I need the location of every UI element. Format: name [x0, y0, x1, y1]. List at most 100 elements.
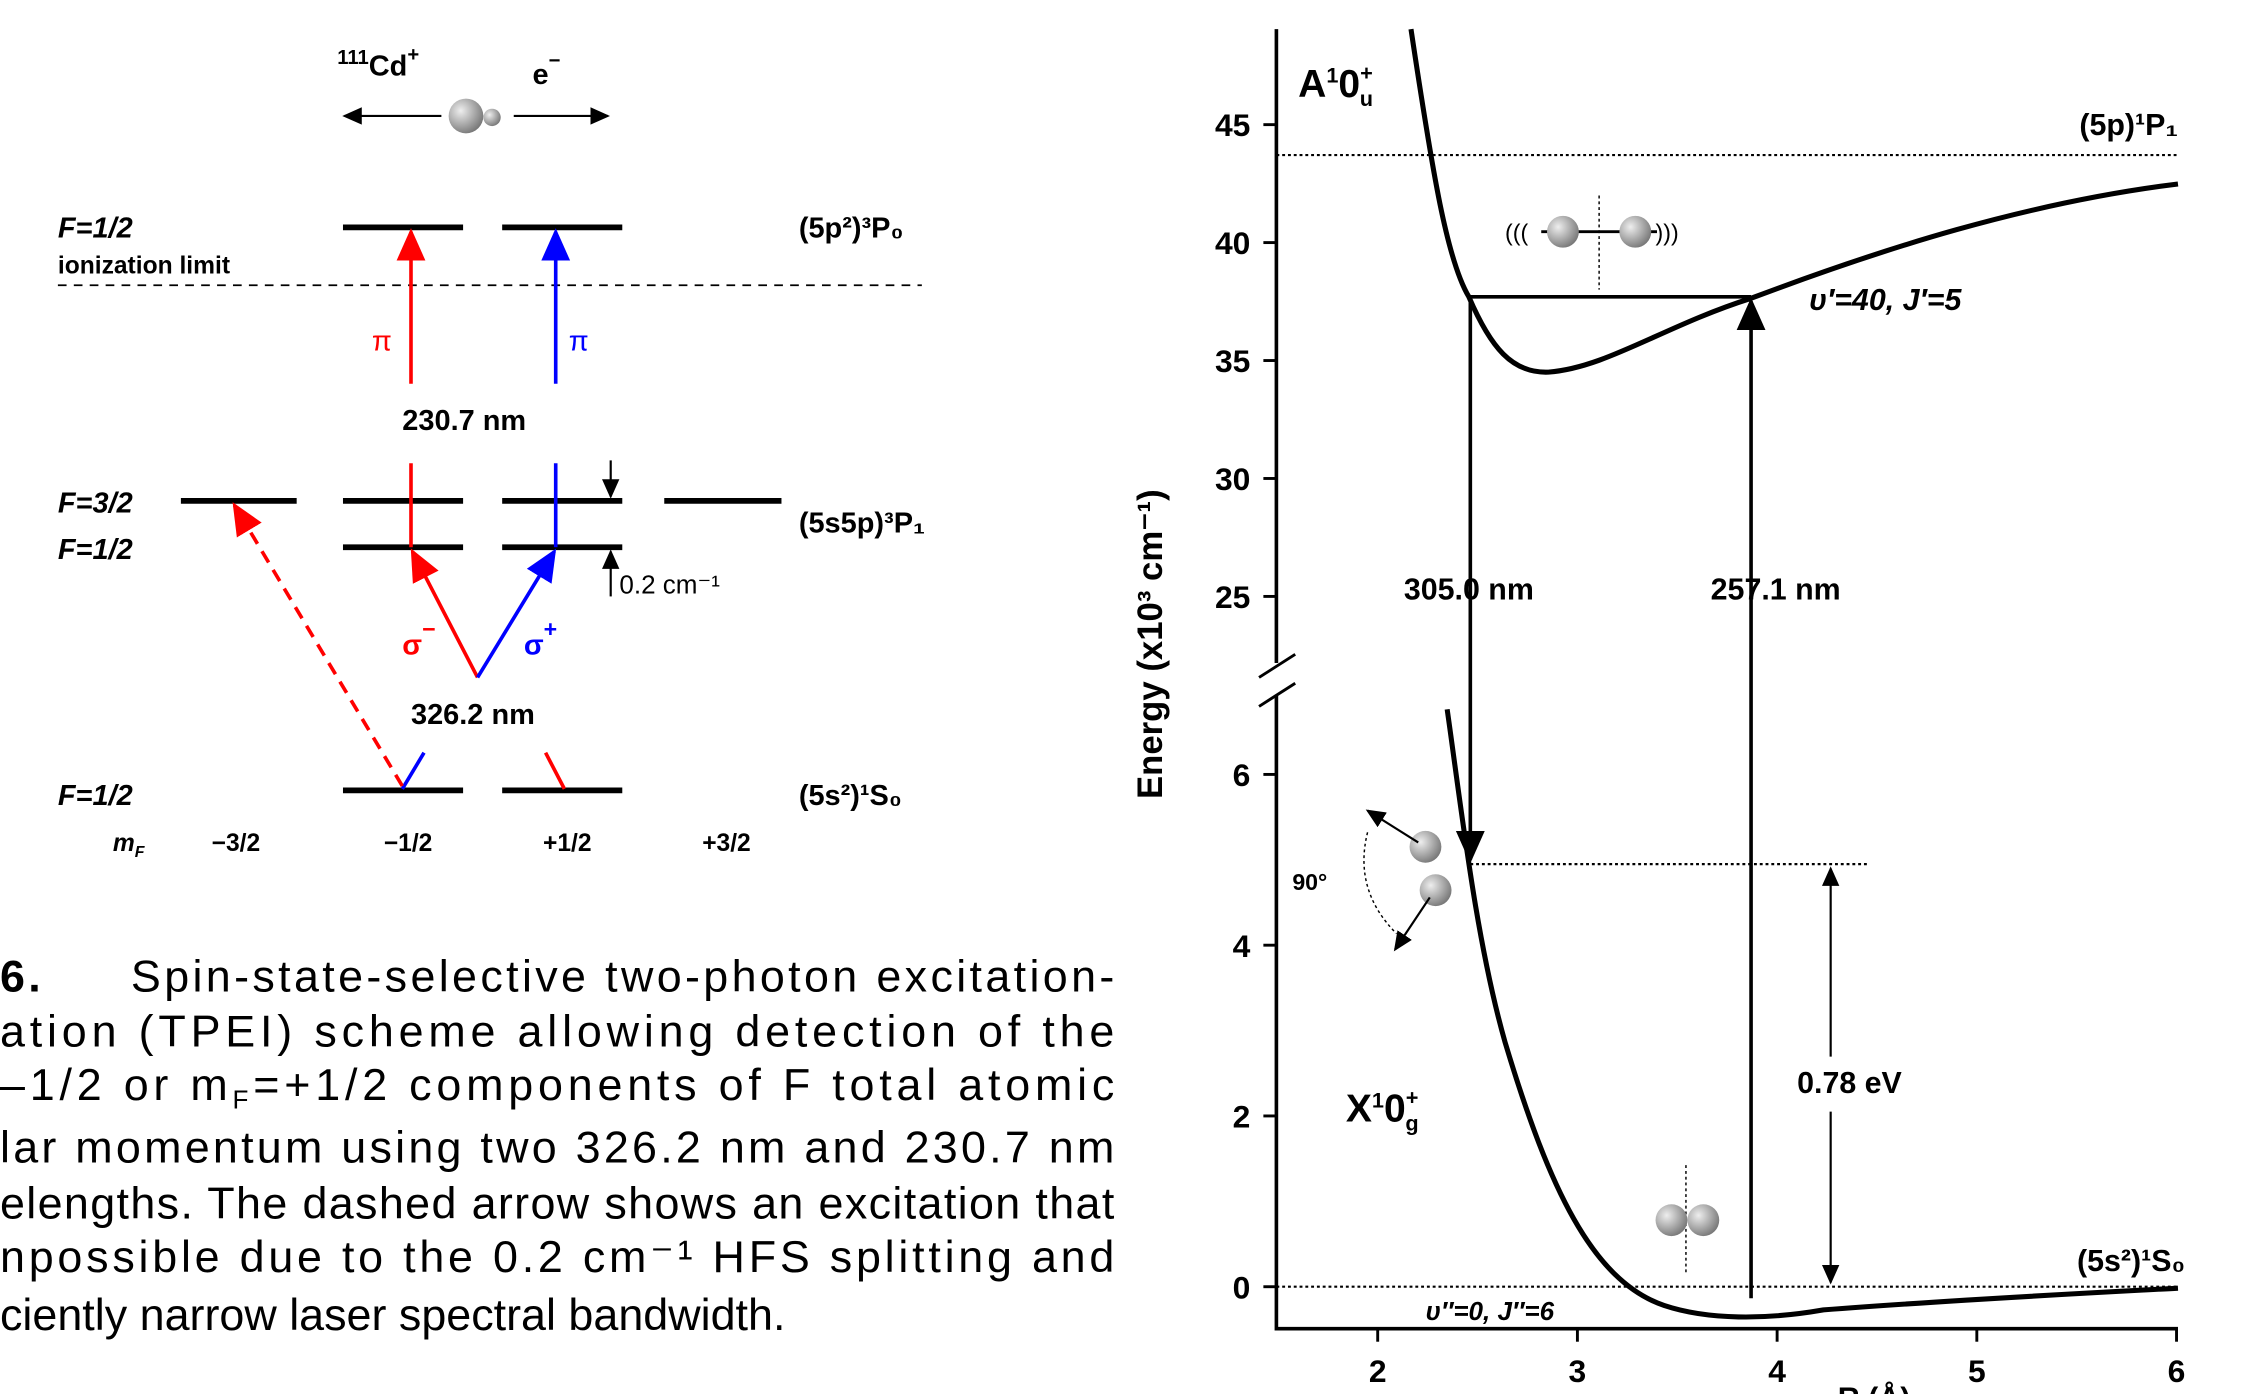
caption-line: –1/2 or m F =+1/2 components of F total at…	[0, 1059, 1114, 1115]
sign: −	[422, 616, 436, 642]
omega: 0	[1338, 63, 1360, 106]
letter: A	[1298, 63, 1326, 106]
caption-line: ciently narrow laser spectral bandwidth.	[0, 1289, 785, 1340]
f-label: F=1/2	[58, 780, 133, 812]
svg-text:(((: (((	[1505, 219, 1528, 245]
level-label: υ′=40, J′=5	[1809, 283, 1963, 317]
mf-label: mF	[113, 830, 146, 861]
energy-label: 0.78 eV	[1797, 1066, 1902, 1100]
wavelength: 257.1 nm	[1711, 572, 1841, 606]
charge: −	[549, 50, 561, 72]
molecule-icons: ((()))	[1363, 195, 1720, 1274]
sign: +	[544, 616, 558, 642]
angle-label: 90°	[1292, 869, 1327, 895]
y-tick-label: 6	[1233, 757, 1251, 793]
mass: 111	[337, 47, 369, 69]
axes	[1274, 29, 2178, 1331]
pi-label: π	[569, 325, 589, 357]
mf-value: −1/2	[384, 830, 433, 857]
chart-labels: A10+ u X10+ g (5p)¹P₁ (5s²)¹S₀ υ′=40, J′=5…	[1292, 60, 2185, 1326]
svg-text:))): )))	[1656, 219, 1679, 245]
wavelength: 326.2 nm	[411, 699, 535, 731]
f-label: F=3/2	[58, 487, 133, 519]
parity: +	[1406, 1084, 1419, 1109]
y-tick-label: 40	[1215, 225, 1250, 261]
x-axis-label: R (Å)	[1838, 1381, 1911, 1394]
caption-line: npossible due to the 0.2 cm⁻¹ HFS splitt…	[0, 1231, 1114, 1282]
asymptote-label: (5s²)¹S₀	[2077, 1244, 2185, 1278]
spin: 1	[1372, 1087, 1384, 1112]
ion-label: 111Cd+	[337, 44, 419, 82]
symbol: e	[533, 59, 549, 91]
level-labels: F=1/2 ionization limit F=3/2 F=1/2 F=1/2…	[58, 213, 925, 861]
mf-value: +3/2	[702, 830, 751, 857]
sigma-label: σ−	[402, 616, 435, 661]
state-label: A10+ u	[1298, 60, 1373, 111]
term-label: (5s²)¹S₀	[799, 780, 902, 812]
electron-label: e−	[533, 50, 561, 91]
asymptote-label: (5p)¹P₁	[2079, 108, 2178, 142]
term-label: (5s5p)³P₁	[799, 508, 925, 540]
parity: +	[1360, 60, 1373, 85]
level-label: υ″=0, J″=6	[1425, 1296, 1554, 1326]
y-tick-label: 4	[1233, 928, 1251, 964]
x-tick-label: 5	[1968, 1353, 1986, 1389]
y-axis-label: Energy (x10³ cm⁻¹)	[1132, 489, 1170, 799]
state-label: X10+ g	[1346, 1084, 1419, 1135]
y-tick-label: 2	[1233, 1099, 1251, 1135]
upper-curve	[1408, 28, 2179, 375]
x-tick-label: 6	[2168, 1353, 2186, 1389]
ionization-label: ionization limit	[58, 253, 230, 280]
caption-line: elengths. The dashed arrow shows an exci…	[0, 1178, 1115, 1229]
subscript: F	[135, 844, 146, 861]
symmetry: g	[1405, 1110, 1418, 1135]
text: =+1/2 components of F total atomic	[253, 1059, 1114, 1110]
axis-break	[1258, 682, 1296, 708]
y-tick-label: 45	[1215, 107, 1250, 143]
splitting: 0.2 cm⁻¹	[619, 570, 720, 600]
levels	[180, 224, 782, 794]
mf-value: −3/2	[212, 830, 261, 857]
mf-value: +1/2	[543, 830, 592, 857]
omega: 0	[1384, 1088, 1406, 1131]
symbol: Cd	[369, 50, 408, 82]
pi-label: π	[372, 325, 392, 357]
text: Spin-state-selective two-photon excitati…	[131, 950, 1114, 1001]
level-diagram: 111Cd+ e− F=1/2 ionization limit F=3/2 F…	[58, 44, 925, 861]
wavelength: 230.7 nm	[402, 405, 526, 437]
ion-ball	[448, 98, 484, 134]
y-tick-label: 35	[1215, 343, 1250, 379]
transitions	[232, 228, 620, 790]
figure-number: 6.	[0, 950, 41, 1001]
electron-ball	[483, 108, 501, 127]
energy-chart: Energy (x10³ cm⁻¹) R (Å) ((())) A10+u X1…	[1132, 28, 2186, 1394]
f-label: F=1/2	[58, 534, 133, 566]
caption-line: lar momentum using two 326.2 nm and 230.…	[0, 1121, 1114, 1172]
f-label: F=1/2	[58, 213, 133, 245]
sigma-label: σ+	[524, 616, 557, 661]
wavelength: 305.0 nm	[1404, 572, 1534, 606]
x-tick-label: 2	[1369, 1353, 1387, 1389]
caption: 6. Spin-state-selective two-photon excita…	[0, 950, 1115, 1340]
symbol: σ	[524, 629, 544, 661]
x-tick-label: 3	[1569, 1353, 1587, 1389]
subscript: F	[233, 1085, 249, 1115]
y-tick-label: 25	[1215, 579, 1250, 615]
x-tick-label: 4	[1768, 1353, 1786, 1389]
text: –1/2 or m	[0, 1059, 228, 1110]
charge: +	[407, 44, 419, 66]
symmetry: u	[1360, 86, 1373, 111]
letter: X	[1346, 1088, 1372, 1131]
caption-line: 6. Spin-state-selective two-photon excita…	[0, 950, 1114, 1001]
symbol: σ	[402, 629, 422, 661]
y-tick-label: 30	[1215, 461, 1250, 497]
axis-break	[1258, 653, 1296, 679]
term-label: (5p²)³P₀	[799, 213, 904, 245]
caption-line: ation (TPEI) scheme allowing detection o…	[0, 1005, 1114, 1056]
spin: 1	[1326, 63, 1338, 88]
symbol: m	[113, 830, 135, 857]
lower-curve	[1444, 708, 2179, 1320]
y-tick-label: 0	[1233, 1269, 1251, 1305]
